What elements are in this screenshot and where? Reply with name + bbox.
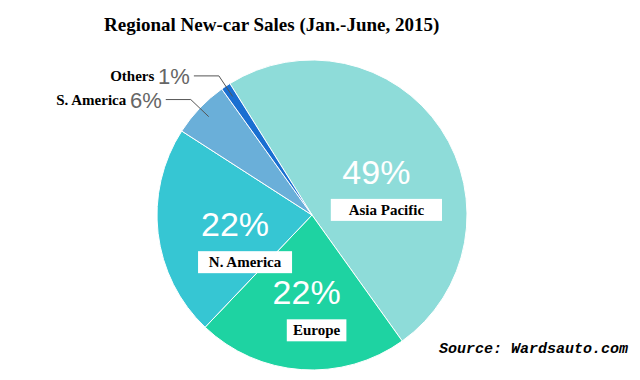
html-text:Regional New-car Sales (Jan.-J: Regional New-car Sales (Jan.-June, 2015) [104,14,440,35]
svg-text:49%: 49% [342,153,410,191]
svg-text:N. America: N. America [209,254,282,270]
html-text:Source: Wardsauto.com: Source: Wardsauto.com [439,341,628,358]
svg-text:Europe: Europe [293,322,341,338]
svg-text:S. America 6%: S. America 6% [56,87,162,112]
svg-text:Others 1%: Others 1% [110,63,190,88]
svg-text:22%: 22% [201,205,269,243]
svg-text:Asia Pacific: Asia Pacific [349,202,425,218]
svg-text:22%: 22% [273,273,341,311]
